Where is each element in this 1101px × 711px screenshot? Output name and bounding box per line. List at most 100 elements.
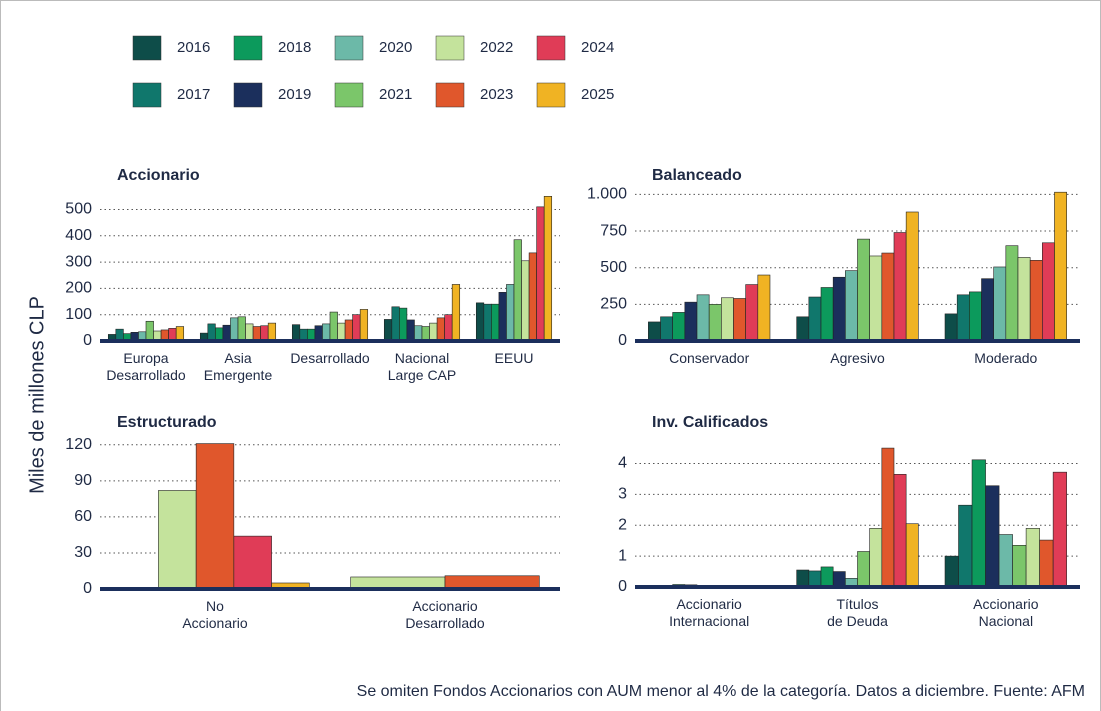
x-tick-label: EEUU: [495, 350, 534, 366]
bar: [969, 291, 982, 342]
bar: [498, 292, 507, 342]
bar: [1005, 245, 1019, 342]
bar: [391, 306, 400, 342]
panel-title: Balanceado: [652, 167, 742, 184]
bar: [796, 569, 810, 588]
bar: [708, 304, 722, 342]
x-tick-label: Nacional Large CAP: [388, 350, 456, 383]
bar: [359, 309, 369, 342]
bar: [721, 297, 734, 342]
x-tick-label: Asia Emergente: [204, 350, 273, 383]
y-tick-label: 100: [65, 306, 92, 323]
bar: [696, 294, 710, 342]
bar: [322, 323, 331, 342]
bar: [832, 276, 846, 342]
y-tick-label: 250: [600, 296, 627, 313]
bar: [414, 325, 423, 342]
bar: [820, 566, 834, 588]
x-tick-label: Títulos de Deuda: [827, 596, 888, 629]
bar: [383, 319, 393, 342]
bar: [291, 324, 301, 342]
bar: [260, 325, 269, 342]
bar: [521, 260, 530, 342]
y-tick-label: 90: [74, 472, 92, 489]
bar: [195, 443, 235, 590]
legend-swatch: [233, 35, 263, 61]
bar: [421, 326, 430, 342]
bar: [944, 555, 959, 588]
bar: [536, 206, 545, 342]
y-tick-label: 0: [83, 580, 92, 597]
bar: [905, 211, 919, 342]
y-tick-label: 1.000: [587, 186, 627, 203]
bar: [451, 284, 461, 342]
y-tick-label: 400: [65, 227, 92, 244]
footnote: Se omiten Fondos Accionarios con AUM men…: [357, 683, 1085, 700]
bar: [233, 535, 272, 590]
legend-swatch: [435, 82, 465, 108]
y-tick-label: 750: [600, 222, 627, 239]
bar: [944, 313, 958, 342]
y-tick-label: 4: [618, 455, 627, 472]
bar: [998, 534, 1013, 588]
y-tick-label: 0: [83, 332, 92, 349]
bar: [230, 317, 239, 342]
legend-label: 2021: [379, 86, 412, 103]
bar: [429, 322, 438, 342]
legend-swatch: [132, 82, 162, 108]
bar: [337, 322, 346, 342]
bar: [314, 325, 323, 342]
legend-label: 2024: [581, 39, 614, 56]
y-tick-label: 300: [65, 253, 92, 270]
bar: [1025, 528, 1040, 588]
bar: [222, 324, 231, 342]
y-tick-label: 60: [74, 508, 92, 525]
y-tick-label: 2: [618, 516, 627, 533]
legend-swatch: [334, 82, 364, 108]
bar: [237, 316, 246, 342]
bar: [905, 523, 919, 588]
bar: [158, 490, 197, 590]
bar: [869, 528, 883, 588]
x-tick-label: Agresivo: [830, 350, 885, 366]
bar: [956, 294, 970, 342]
bar: [175, 326, 185, 342]
bar: [207, 323, 216, 342]
bar: [660, 316, 673, 342]
bar: [857, 551, 870, 588]
panel-title: Estructurado: [117, 414, 217, 431]
y-tick-label: 0: [618, 332, 627, 349]
bar: [513, 239, 522, 342]
bar: [993, 266, 1007, 342]
bar: [399, 307, 408, 342]
legend-swatch: [132, 35, 162, 61]
bar: [528, 252, 537, 342]
bar: [436, 317, 445, 342]
bar: [543, 196, 553, 342]
bar: [1017, 257, 1031, 342]
bar: [475, 302, 485, 342]
legend-swatch: [334, 35, 364, 61]
legend-label: 2016: [177, 39, 210, 56]
y-tick-label: 0: [618, 578, 627, 595]
y-axis-label: Miles de millones CLP: [26, 296, 48, 494]
y-tick-label: 200: [65, 280, 92, 297]
bar: [857, 238, 870, 342]
legend-label: 2017: [177, 86, 210, 103]
bar: [252, 326, 261, 342]
bar: [808, 296, 822, 342]
legend-swatch: [536, 82, 566, 108]
bar: [745, 284, 759, 342]
y-tick-label: 3: [618, 486, 627, 503]
bar: [881, 447, 895, 588]
x-tick-label: Moderado: [974, 350, 1037, 366]
bar: [733, 298, 746, 342]
bar: [648, 321, 661, 342]
bar: [444, 314, 453, 342]
y-tick-label: 500: [600, 259, 627, 276]
bar: [893, 474, 907, 588]
panel-title: Accionario: [117, 167, 200, 184]
legend-swatch: [536, 35, 566, 61]
bar: [893, 232, 907, 342]
